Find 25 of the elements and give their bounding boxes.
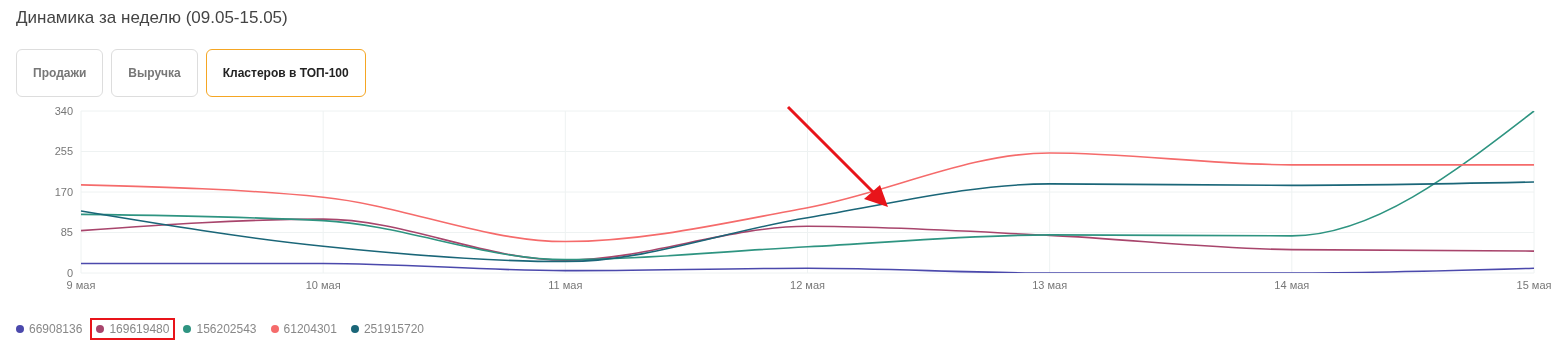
x-tick-label: 15 мая bbox=[1516, 278, 1552, 291]
x-tick-label: 13 мая bbox=[1032, 278, 1068, 291]
legend-label: 251915720 bbox=[363, 322, 425, 336]
y-tick-label: 170 bbox=[54, 185, 73, 198]
y-tick-label: 340 bbox=[54, 104, 73, 117]
legend-label: 61204301 bbox=[283, 322, 337, 336]
y-tick-label: 255 bbox=[54, 145, 73, 158]
frame-box: 169619480 bbox=[90, 318, 176, 340]
x-tick-label: 9 мая bbox=[66, 278, 96, 291]
x-tick-label: 12 мая bbox=[790, 278, 825, 291]
line-series bbox=[80, 152, 1535, 243]
chart-title: Динамика за неделю (09.05-15.05) bbox=[16, 8, 289, 29]
text: Выручка bbox=[111, 49, 198, 97]
y-tick-label: 85 bbox=[60, 226, 73, 239]
legend-label: 156202543 bbox=[196, 322, 257, 336]
line-series bbox=[80, 218, 1535, 261]
legend-label: 66908136 bbox=[29, 322, 83, 336]
x-tick-label: 14 мая bbox=[1274, 278, 1310, 291]
legend-label: 169619480 bbox=[109, 322, 170, 336]
line-series bbox=[80, 181, 1535, 263]
text: Кластеров в ТОП-100 bbox=[205, 49, 366, 97]
x-tick-label: 11 мая bbox=[548, 278, 583, 291]
x-tick-label: 10 мая bbox=[305, 278, 341, 291]
text: Продажи bbox=[16, 49, 104, 97]
y-tick-label: 0 bbox=[66, 266, 73, 279]
